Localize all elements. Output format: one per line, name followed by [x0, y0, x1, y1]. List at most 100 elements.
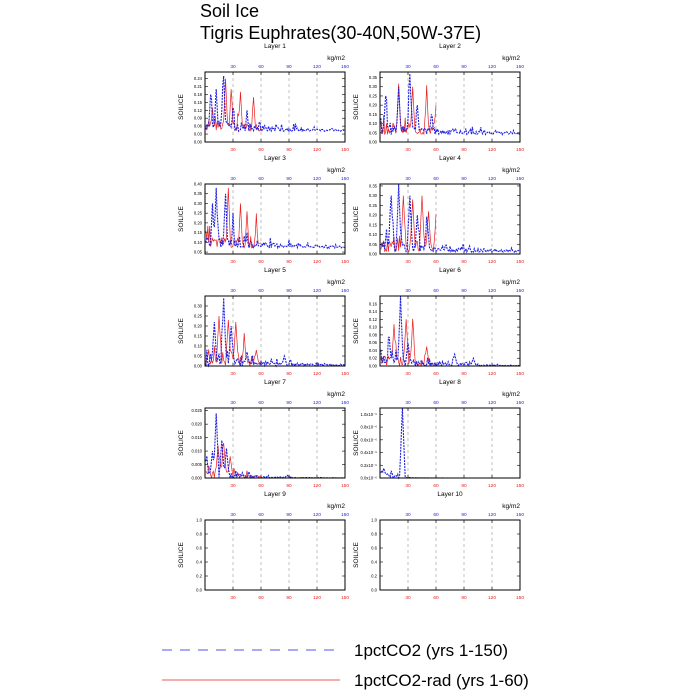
- top-tick-label: 90: [286, 512, 292, 518]
- y-tick-label: 0.0x10⁻⁶: [360, 476, 377, 481]
- bottom-tick-label: 30: [230, 483, 236, 489]
- y-tick-label: 0.8x10⁻⁶: [360, 425, 377, 430]
- bottom-tick-label: 120: [313, 483, 321, 489]
- y-tick-label: 0.25: [194, 314, 203, 319]
- series-1pctco2-line: [205, 297, 346, 368]
- y-axis-label: SOILICE: [353, 94, 360, 120]
- bottom-tick-label: 120: [488, 595, 496, 601]
- y-axis-label: SOILICE: [353, 430, 360, 456]
- bottom-tick-label: 60: [433, 595, 439, 601]
- legend-item-1: 1pctCO2 (yrs 1-150): [162, 641, 508, 660]
- top-unit-label: kg/m2: [327, 55, 345, 62]
- y-tick-label: 0.6: [371, 546, 377, 551]
- series-1pctco2-rad-line: [205, 187, 262, 249]
- bottom-tick-label: 60: [258, 147, 264, 153]
- y-tick-label: 0.20: [369, 103, 378, 108]
- top-tick-label: 30: [405, 400, 411, 406]
- bottom-tick-label: 30: [405, 147, 411, 153]
- top-tick-label: 60: [433, 288, 439, 294]
- panel-layer-1: Layer 1 kg/m2 30 30 60 60 90 90 120 120 150 150 0.00…: [178, 43, 349, 153]
- y-tick-label: 0.02: [369, 356, 378, 361]
- bottom-tick-label: 30: [405, 595, 411, 601]
- panel-title: Layer 5: [264, 267, 286, 274]
- y-axis-label: SOILICE: [353, 206, 360, 232]
- panel-title: Layer 4: [439, 155, 461, 162]
- y-tick-label: 0.6x10⁻⁶: [360, 437, 377, 442]
- bottom-tick-label: 150: [516, 259, 524, 265]
- top-tick-label: 120: [313, 512, 321, 518]
- y-axis-label: SOILICE: [353, 542, 360, 568]
- y-tick-label: 0.15: [369, 222, 378, 227]
- y-tick-label: 0.30: [369, 84, 378, 89]
- top-tick-label: 120: [488, 512, 496, 518]
- panel-layer-8: Layer 8 kg/m2 30 30 60 60 90 90 120 120 150 150 0.0x…: [353, 379, 524, 489]
- panel-title: Layer 2: [439, 43, 461, 50]
- top-tick-label: 150: [516, 400, 524, 406]
- y-tick-label: 0.00: [194, 140, 203, 145]
- bottom-tick-label: 30: [230, 371, 236, 377]
- top-tick-label: 30: [405, 288, 411, 294]
- y-tick-label: 0.14: [369, 309, 378, 314]
- y-tick-label: 0.00: [194, 364, 203, 369]
- y-tick-label: 1.0x10⁻⁶: [360, 412, 377, 417]
- top-tick-label: 30: [405, 176, 411, 182]
- top-tick-label: 30: [230, 176, 236, 182]
- top-tick-label: 60: [433, 64, 439, 70]
- top-tick-label: 120: [313, 288, 321, 294]
- y-tick-label: 0.06: [194, 124, 203, 129]
- panel-layer-2: Layer 2 kg/m2 30 30 60 60 90 90 120 120 150 150 0.00…: [353, 43, 524, 153]
- y-tick-label: 0.05: [369, 242, 378, 247]
- bottom-tick-label: 60: [433, 147, 439, 153]
- y-tick-label: 0.2: [196, 574, 202, 579]
- panel-frame: [379, 183, 521, 255]
- y-tick-label: 0.000: [192, 476, 203, 481]
- panel-frame: [204, 407, 346, 479]
- top-tick-label: 150: [341, 176, 349, 182]
- panel-title: Layer 7: [264, 379, 286, 386]
- top-tick-label: 90: [461, 288, 467, 294]
- bottom-tick-label: 90: [461, 483, 467, 489]
- y-tick-label: 0.24: [194, 76, 203, 81]
- panel-title: Layer 8: [439, 379, 461, 386]
- bottom-tick-label: 30: [405, 371, 411, 377]
- y-tick-label: 0.30: [369, 193, 378, 198]
- panel-frame: [379, 519, 521, 591]
- series-1pctco2-rad-line: [380, 318, 437, 368]
- panel-title: Layer 3: [264, 155, 286, 162]
- bottom-tick-label: 120: [488, 483, 496, 489]
- y-axis-label: SOILICE: [353, 318, 360, 344]
- y-tick-label: 0.10: [369, 232, 378, 237]
- panel-layer-7: Layer 7 kg/m2 30 30 60 60 90 90 120 120 150 150 0.00…: [178, 379, 349, 489]
- bottom-tick-label: 90: [286, 483, 292, 489]
- bottom-tick-label: 90: [286, 259, 292, 265]
- bottom-tick-label: 90: [461, 371, 467, 377]
- y-tick-label: 0.05: [194, 250, 203, 255]
- top-unit-label: kg/m2: [327, 279, 345, 286]
- top-tick-label: 150: [341, 288, 349, 294]
- y-tick-label: 0.35: [369, 75, 378, 80]
- top-tick-label: 120: [488, 288, 496, 294]
- y-axis-label: SOILICE: [178, 206, 185, 232]
- series-1pctco2-line: [380, 295, 521, 367]
- top-tick-label: 90: [461, 400, 467, 406]
- bottom-tick-label: 90: [461, 595, 467, 601]
- panel-layer-9: Layer 9 kg/m2 30 30 60 60 90 90 120 120 150 150 0.0 0…: [178, 491, 349, 601]
- bottom-tick-label: 120: [313, 595, 321, 601]
- y-tick-label: 0.12: [369, 317, 378, 322]
- panel-layer-4: Layer 4 kg/m2 30 30 60 60 90 90 120 120 150 150 0.00…: [353, 155, 524, 265]
- y-tick-label: 0.18: [194, 92, 203, 97]
- bottom-tick-label: 60: [258, 595, 264, 601]
- bottom-tick-label: 120: [488, 371, 496, 377]
- bottom-tick-label: 150: [341, 595, 349, 601]
- y-tick-label: 0.30: [194, 304, 203, 309]
- top-tick-label: 60: [433, 176, 439, 182]
- bottom-tick-label: 90: [461, 259, 467, 265]
- panel-frame: [204, 295, 346, 367]
- y-tick-label: 0.15: [194, 334, 203, 339]
- y-tick-label: 0.2: [371, 574, 377, 579]
- legend-label: 1pctCO2-rad (yrs 1-60): [354, 671, 529, 690]
- top-tick-label: 90: [461, 512, 467, 518]
- top-tick-label: 60: [433, 400, 439, 406]
